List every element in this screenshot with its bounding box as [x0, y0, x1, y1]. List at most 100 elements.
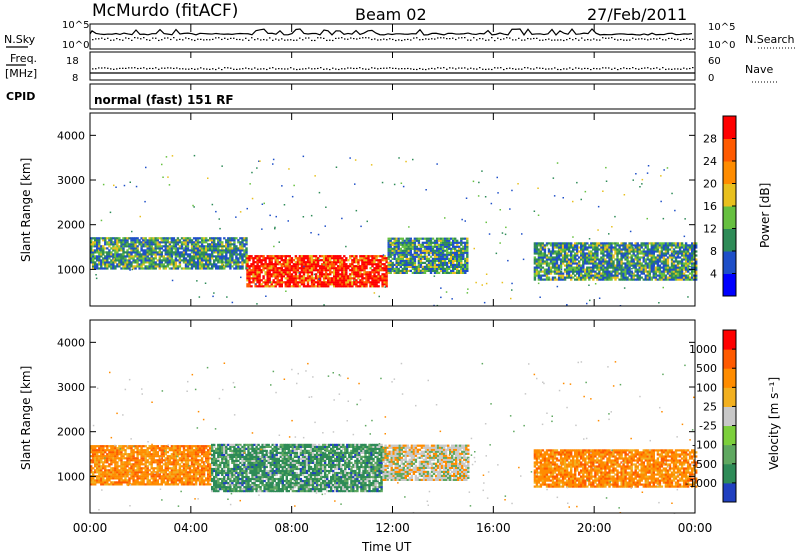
- echo-cell: [646, 246, 649, 249]
- echo-cell: [246, 283, 249, 286]
- echo-cell: [102, 455, 105, 458]
- echo-cell: [628, 268, 631, 271]
- echo-cell: [632, 252, 635, 255]
- echo-cell: [606, 260, 609, 263]
- echo-cell: [547, 252, 551, 255]
- echo-cell: [196, 259, 200, 262]
- echo-cell: [365, 271, 368, 274]
- echo-cell: [333, 279, 336, 282]
- scatter-echo: [537, 187, 539, 189]
- echo-cell: [604, 258, 607, 261]
- echo-cell: [122, 243, 125, 246]
- echo-cell: [347, 259, 350, 262]
- echo-cell: [304, 257, 308, 260]
- echo-cell: [264, 267, 267, 270]
- echo-cell: [652, 254, 655, 257]
- echo-cell: [624, 278, 627, 281]
- echo-cell: [128, 453, 131, 456]
- echo-cell: [543, 260, 547, 263]
- echo-cell: [561, 250, 565, 253]
- echo-cell: [196, 263, 200, 266]
- echo-cell: [419, 243, 423, 246]
- echo-cell: [678, 268, 682, 271]
- echo-cell: [695, 258, 698, 261]
- echo-cell: [582, 254, 585, 257]
- echo-cell: [164, 243, 167, 246]
- echo-cell: [231, 249, 234, 252]
- echo-cell: [207, 267, 210, 270]
- echo-cell: [92, 459, 95, 462]
- echo-cell: [375, 283, 378, 286]
- echo-cell: [628, 272, 631, 275]
- nave-dot: [128, 67, 130, 69]
- echo-cell: [559, 254, 563, 257]
- echo-cell: [98, 255, 101, 258]
- echo-cell: [553, 266, 557, 269]
- echo-cell: [118, 249, 121, 252]
- echo-cell: [132, 251, 135, 254]
- echo-cell: [134, 247, 137, 250]
- echo-cell: [644, 270, 647, 273]
- echo-cell: [331, 257, 334, 260]
- scatter-echo: [261, 203, 264, 205]
- echo-cell: [92, 457, 95, 460]
- echo-cell: [695, 250, 698, 253]
- echo-cell: [152, 251, 155, 254]
- echo-cell: [256, 265, 259, 268]
- echo-cell: [205, 247, 208, 250]
- echo-cell: [274, 285, 277, 288]
- echo-cell: [395, 265, 398, 268]
- scatter-echo: [211, 203, 214, 206]
- echo-cell: [355, 281, 358, 284]
- echo-cell: [128, 253, 131, 256]
- echo-cell: [688, 254, 692, 257]
- echo-cell: [648, 248, 651, 251]
- echo-cell: [580, 246, 583, 249]
- echo-cell: [286, 281, 289, 284]
- echo-cell: [582, 252, 585, 255]
- echo-cell: [302, 259, 306, 262]
- echo-cell: [98, 247, 101, 250]
- nsearch-dot: [533, 37, 535, 40]
- echo-cell: [351, 261, 354, 264]
- echo-cell: [618, 262, 621, 265]
- echo-cell: [616, 262, 619, 265]
- echo-cell: [272, 279, 275, 282]
- echo-cell: [347, 281, 350, 284]
- nave-dot: [647, 67, 649, 69]
- nsearch-dot: [248, 39, 250, 41]
- echo-cell: [365, 283, 368, 286]
- echo-cell: [389, 267, 392, 270]
- echo-cell: [215, 247, 218, 250]
- echo-cell: [395, 257, 398, 260]
- echo-cell: [248, 285, 251, 288]
- echo-cell: [347, 285, 350, 288]
- echo-cell: [466, 251, 469, 254]
- scatter-echo: [465, 197, 468, 199]
- echo-cell: [576, 266, 579, 269]
- echo-cell: [411, 247, 415, 250]
- echo-cell: [636, 262, 639, 265]
- echo-cell: [120, 449, 123, 452]
- echo-cell: [124, 479, 127, 482]
- echo-cell: [148, 239, 151, 242]
- echo-cell: [452, 247, 455, 250]
- echo-cell: [333, 281, 336, 284]
- echo-cell: [691, 248, 694, 251]
- echo-cell: [413, 265, 417, 268]
- echo-cell: [164, 247, 167, 250]
- echo-cell: [567, 262, 571, 265]
- echo-cell: [622, 276, 625, 279]
- echo-cell: [594, 276, 597, 279]
- echo-cell: [329, 259, 332, 262]
- echo-cell: [172, 263, 176, 266]
- echo-cell: [168, 253, 172, 256]
- echo-cell: [624, 274, 627, 277]
- echo-cell: [626, 248, 629, 251]
- scatter-echo: [95, 274, 97, 276]
- echo-cell: [225, 247, 228, 250]
- echo-cell: [150, 249, 153, 252]
- echo-cell: [209, 259, 212, 262]
- echo-cell: [207, 265, 210, 268]
- echo-cell: [626, 270, 629, 273]
